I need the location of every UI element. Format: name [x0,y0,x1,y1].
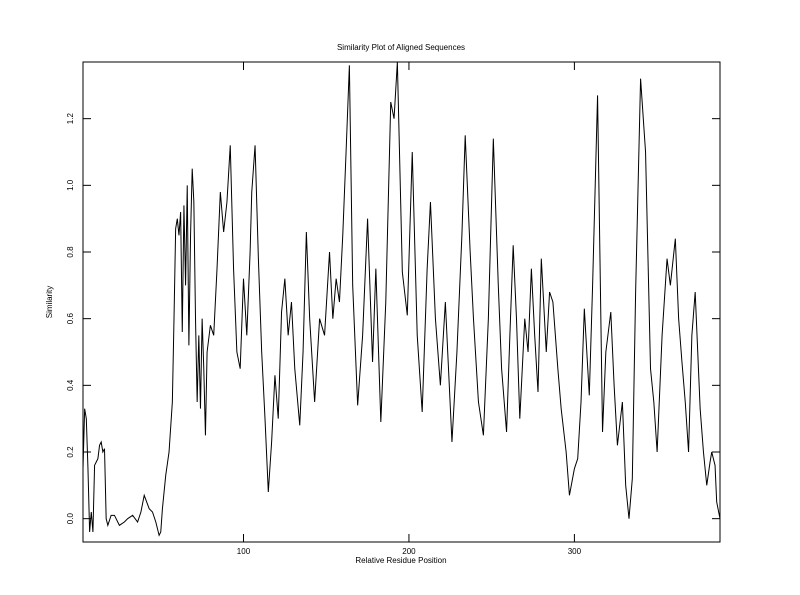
y-tick-label: 1.2 [66,113,75,125]
chart-title: Similarity Plot of Aligned Sequences [337,43,465,52]
y-axis-label: Similarity [45,286,54,318]
y-tick-label: 0.4 [66,379,75,391]
x-tick-label: 100 [237,547,251,556]
x-tick-label: 300 [568,547,582,556]
x-tick-label: 200 [402,547,416,556]
y-tick-label: 0.0 [66,513,75,525]
plot-frame [82,61,721,543]
y-tick-label: 0.8 [66,246,75,258]
y-tick-label: 1.0 [66,179,75,191]
y-tick-label: 0.6 [66,313,75,325]
y-tick-label: 0.2 [66,446,75,458]
x-axis-label: Relative Residue Position [355,556,446,565]
similarity-line [82,61,721,537]
